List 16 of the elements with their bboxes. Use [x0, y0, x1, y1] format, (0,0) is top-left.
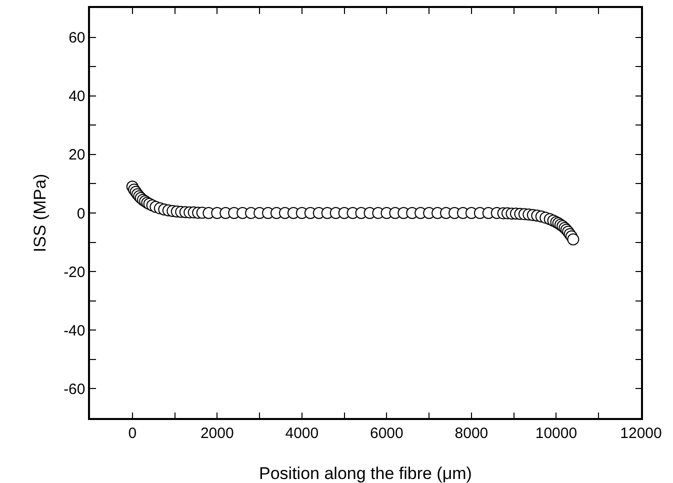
x-tick-label: 4000 [285, 424, 319, 442]
x-tick-label: 8000 [454, 424, 488, 442]
y-tick-label: 60 [68, 30, 86, 47]
y-axis-title: ISS (MPa) [30, 174, 50, 252]
y-tick-label: 40 [68, 88, 86, 106]
x-tick-label: 0 [128, 424, 137, 442]
x-tick-label: 10000 [535, 424, 578, 442]
x-axis-title: Position along the fibre (μm) [259, 464, 472, 483]
y-tick-label: 20 [68, 146, 86, 164]
y-tick-label: 0 [76, 205, 86, 222]
x-tick-label: 6000 [370, 424, 404, 442]
y-tick-label: -20 [64, 264, 86, 281]
y-tick-label: -40 [64, 322, 86, 340]
x-tick-label: 12000 [620, 424, 662, 442]
x-tick-label: 2000 [200, 424, 234, 442]
y-tick-label: -60 [64, 380, 86, 398]
